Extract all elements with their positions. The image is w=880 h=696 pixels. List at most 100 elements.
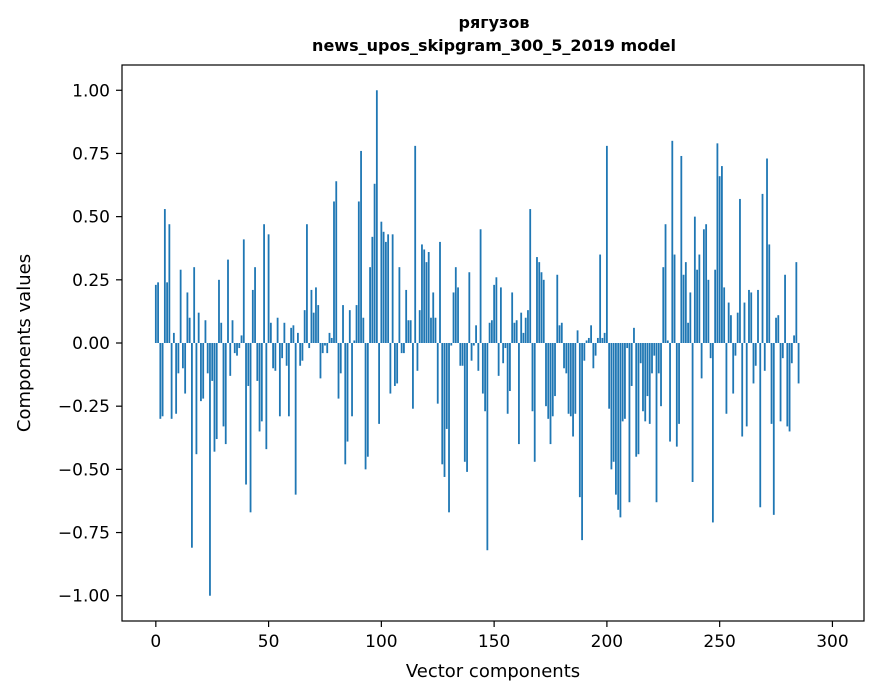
bar-component-79 [333, 201, 335, 343]
bar-component-249 [716, 143, 719, 343]
bar-component-229 [671, 140, 674, 343]
bar-component-132 [452, 292, 455, 343]
bar-component-41 [247, 343, 250, 386]
bar-component-112 [407, 320, 410, 343]
bar-component-179 [558, 325, 561, 343]
plot-frame [121, 64, 865, 622]
bar-component-253 [725, 343, 728, 414]
bar-component-63 [297, 332, 299, 343]
bar-component-8 [172, 332, 175, 343]
bar-component-81 [337, 343, 340, 399]
bar-component-104 [389, 343, 392, 394]
bar-component-263 [748, 289, 750, 343]
bar-component-180 [560, 322, 563, 343]
bar-component-103 [387, 234, 390, 343]
y-tick-label: 0.00 [72, 334, 110, 354]
bar-component-105 [391, 234, 394, 343]
bar-component-33 [229, 343, 232, 376]
bar-component-134 [457, 287, 459, 343]
bar-component-162 [520, 312, 523, 343]
bar-component-226 [664, 224, 667, 343]
bar-component-282 [790, 343, 793, 364]
bar-component-210 [628, 343, 631, 503]
bar-component-176 [551, 343, 554, 417]
bar-component-11 [179, 269, 182, 343]
bar-component-177 [554, 343, 556, 397]
bar-component-96 [371, 236, 374, 343]
bar-component-276 [777, 315, 780, 343]
bar-component-24 [209, 343, 211, 596]
bar-component-90 [357, 201, 360, 343]
bar-component-80 [335, 181, 338, 343]
bar-component-89 [355, 305, 358, 343]
bar-component-237 [689, 292, 692, 343]
bar-component-40 [245, 343, 247, 485]
bar-component-150 [493, 284, 496, 343]
bar-component-266 [754, 343, 757, 366]
bar-component-91 [360, 150, 362, 343]
bar-component-92 [362, 317, 365, 343]
bar-component-120 [425, 262, 428, 343]
bar-component-183 [567, 343, 570, 414]
bar-component-193 [590, 325, 592, 343]
bar-component-187 [576, 330, 579, 343]
bar-component-93 [364, 343, 367, 470]
bar-component-275 [775, 317, 777, 343]
bar-component-159 [513, 322, 516, 343]
bar-component-200 [605, 145, 608, 343]
bar-component-18 [195, 343, 198, 455]
bar-component-281 [788, 343, 791, 432]
bar-component-116 [416, 343, 419, 371]
bar-component-3 [161, 343, 164, 417]
bar-component-173 [545, 343, 547, 407]
bar-component-38 [240, 335, 243, 343]
bar-component-119 [423, 249, 426, 343]
bar-component-6 [168, 224, 171, 343]
bar-component-29 [220, 322, 223, 343]
bar-component-52 [272, 343, 274, 369]
bar-component-82 [339, 343, 342, 374]
bar-component-269 [761, 193, 764, 343]
bar-component-32 [227, 259, 229, 343]
bar-component-259 [739, 198, 741, 343]
bar-component-248 [714, 269, 717, 343]
bar-component-125 [436, 343, 439, 404]
bar-component-54 [276, 317, 279, 343]
bar-component-10 [177, 343, 180, 374]
x-tick-label: 50 [258, 632, 280, 652]
bar-component-70 [312, 312, 315, 343]
bar-component-61 [292, 325, 295, 343]
bar-component-135 [459, 343, 462, 366]
bar-component-88 [353, 340, 356, 343]
bar-component-261 [743, 302, 746, 343]
bar-component-185 [572, 343, 574, 437]
bar-component-146 [484, 343, 486, 412]
chart-title-line-2: news_upos_skipgram_300_5_2019 model [312, 36, 676, 55]
y-tick-label: −0.50 [58, 460, 110, 480]
axes-layer: 0 50 100 150 200 250 300 1.00 0.75 0.50 0.25 0.00 −0… [58, 81, 849, 652]
bar-component-160 [515, 320, 518, 343]
bar-component-47 [260, 343, 263, 422]
bar-component-19 [197, 312, 200, 343]
bar-component-122 [430, 317, 432, 343]
bar-component-20 [200, 343, 202, 402]
bar-component-257 [734, 343, 737, 356]
bar-component-109 [400, 343, 403, 354]
bar-component-44 [254, 267, 256, 343]
bar-component-5 [166, 282, 168, 343]
bar-component-213 [635, 343, 638, 457]
bar-component-227 [666, 340, 669, 343]
bar-component-110 [403, 343, 405, 354]
y-tick-label: 0.75 [72, 144, 110, 164]
y-tick-label: 0.25 [72, 271, 110, 291]
bar-component-284 [795, 262, 798, 343]
bar-component-71 [315, 287, 317, 343]
bar-component-77 [328, 332, 331, 343]
bar-component-157 [509, 343, 511, 392]
bar-component-192 [587, 337, 590, 343]
bar-component-280 [786, 343, 789, 427]
bar-component-69 [310, 289, 313, 343]
bar-component-76 [326, 343, 329, 354]
bar-component-277 [779, 343, 782, 422]
bar-component-191 [585, 340, 588, 343]
